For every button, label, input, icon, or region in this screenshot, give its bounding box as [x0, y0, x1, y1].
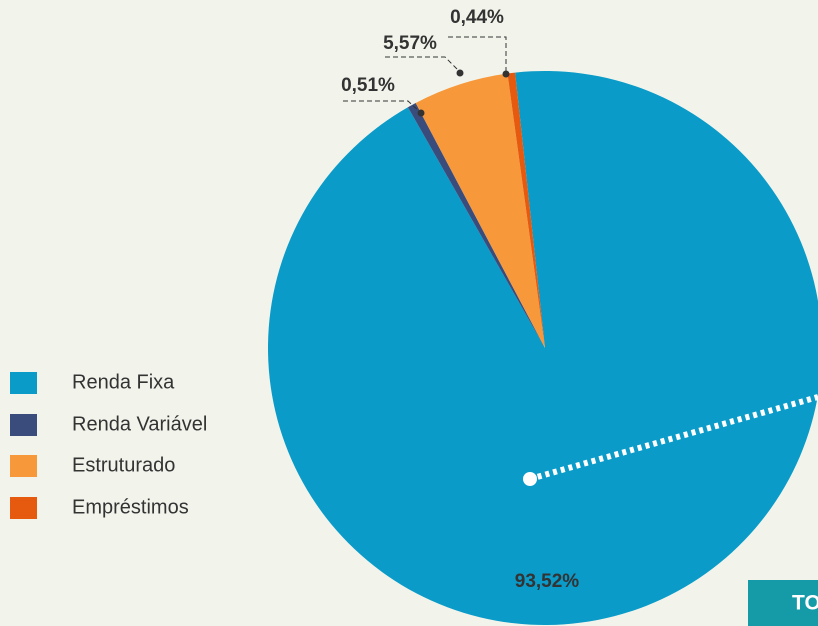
pie-slice: [415, 73, 545, 349]
data-label: 93,52%: [515, 571, 580, 592]
leader-dot: [502, 70, 510, 78]
leader-line: [343, 100, 421, 113]
leader-line: [385, 56, 461, 73]
pie-slice: [507, 72, 545, 349]
total-label: TO: [792, 592, 818, 615]
pie-slice: [268, 71, 818, 625]
pie: [268, 71, 818, 625]
legend-swatch: [10, 497, 37, 519]
data-label: 0,51%: [341, 75, 395, 96]
legend-label: Renda Variável: [72, 413, 207, 435]
legend-label: Estruturado: [72, 454, 175, 476]
legend-swatch: [10, 455, 37, 477]
total-box: [748, 580, 818, 626]
legend-swatch: [10, 372, 37, 394]
pointer-dot: [523, 472, 537, 486]
legend-label: Renda Fixa: [72, 371, 175, 393]
leader-dot: [417, 109, 425, 117]
legend-label: Empréstimos: [72, 496, 189, 518]
legend-swatch: [10, 414, 37, 436]
data-label: 5,57%: [383, 33, 437, 54]
leader-dot: [456, 69, 464, 77]
pointer-line: [529, 394, 818, 482]
data-label: 0,44%: [450, 7, 504, 28]
pie-slice: [407, 103, 545, 348]
leader-line: [448, 36, 507, 73]
